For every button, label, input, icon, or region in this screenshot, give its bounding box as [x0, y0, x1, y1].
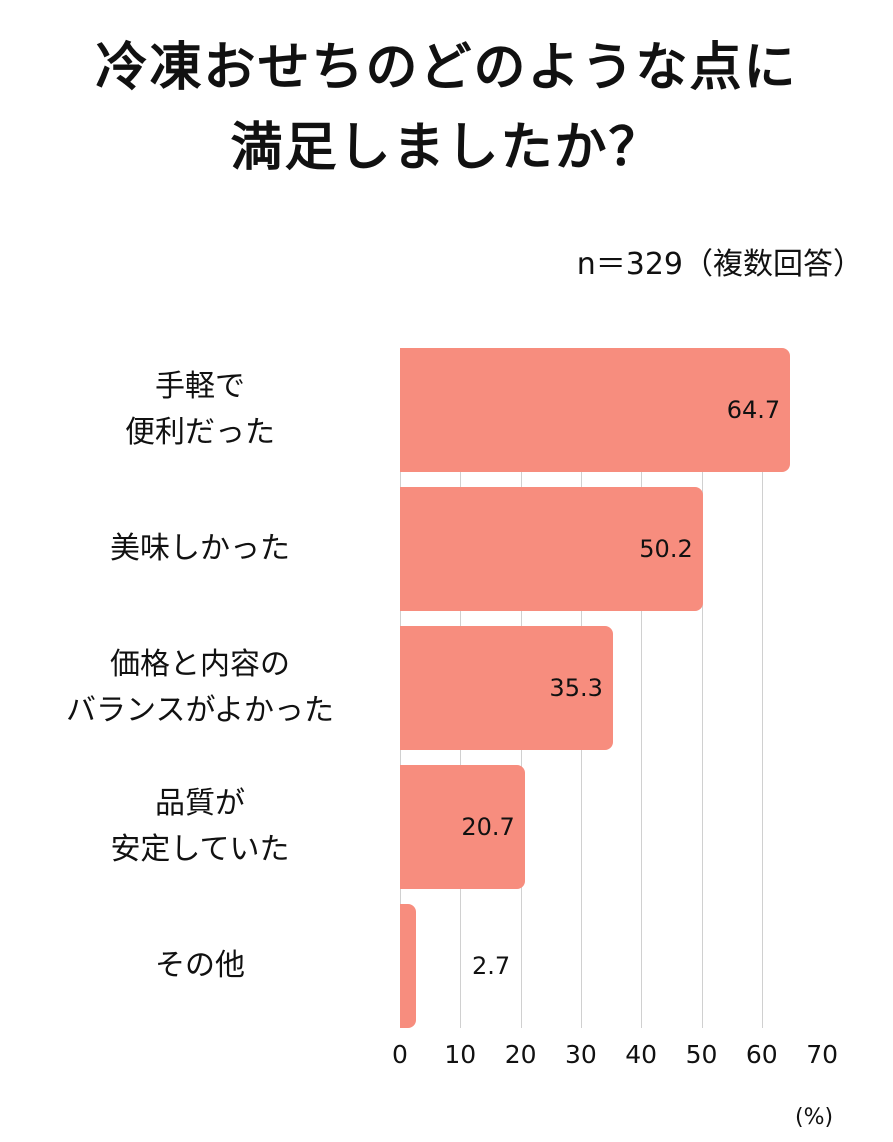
x-tick-label: 20: [504, 1040, 537, 1069]
category-label: 品質が 安定していた: [20, 781, 380, 873]
chart-title-line-1: 冷凍おせちのどのような点に: [95, 38, 798, 98]
bar: [400, 765, 525, 889]
x-tick-label: 70: [806, 1040, 838, 1069]
chart-title-line-2: 満足しましたか？: [230, 118, 663, 178]
category-label-line: バランスがよかった: [66, 693, 334, 728]
bar-value-label: 35.3: [549, 674, 603, 702]
x-tick-label: 0: [392, 1040, 408, 1069]
plot-area: 64.7 50.2 35.3 20.7 2.7: [400, 348, 823, 1028]
x-axis-unit: (%): [795, 1105, 834, 1130]
category-label-line: 手軽で: [155, 369, 245, 404]
category-label: その他: [20, 943, 380, 989]
x-tick-label: 40: [625, 1040, 658, 1069]
category-label: 美味しかった: [20, 526, 380, 572]
gridline: [761, 348, 763, 1028]
category-label: 価格と内容のバランスがよかった: [20, 642, 380, 734]
sample-size-note: n＝329（複数回答）: [576, 247, 863, 282]
category-label-line: 価格と内容の: [110, 647, 290, 682]
bar: [400, 626, 613, 750]
category-label-line: 品質が: [155, 786, 245, 821]
gridline: [701, 348, 703, 1028]
bar-value-label: 20.7: [461, 813, 515, 841]
chart-title: 冷凍おせちのどのような点に 満足しましたか？: [0, 28, 893, 188]
gridline: [641, 348, 643, 1028]
category-label-line: その他: [155, 948, 245, 983]
category-label-line: 美味しかった: [110, 531, 290, 566]
bar: [400, 487, 703, 611]
x-tick-label: 10: [444, 1040, 477, 1069]
category-label: 手軽で 便利だった: [20, 364, 380, 456]
bar-value-label: 2.7: [472, 952, 511, 980]
x-tick-label: 30: [564, 1040, 597, 1069]
category-label-line: 安定していた: [110, 832, 290, 867]
x-tick-label: 50: [685, 1040, 718, 1069]
bar-value-label: 50.2: [639, 535, 693, 563]
category-label-line: 便利だった: [125, 415, 275, 450]
bar: [400, 904, 417, 1028]
bar: [400, 348, 791, 472]
bar-value-label: 64.7: [726, 396, 781, 424]
x-tick-label: 60: [745, 1040, 778, 1069]
